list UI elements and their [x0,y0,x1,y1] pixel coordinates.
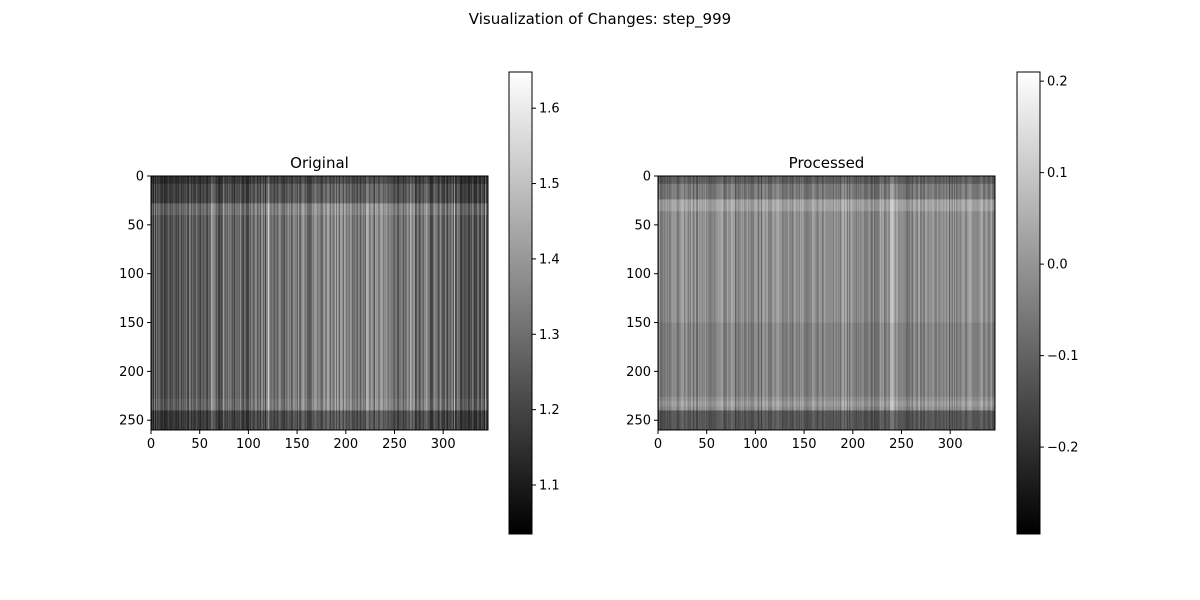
axes-title: Original [290,154,349,172]
x-tick-label: 100 [743,437,768,452]
colorbar-tick-label: 0.0 [1047,258,1068,273]
x-tick-label: 50 [191,437,208,452]
x-tick-label: 0 [147,437,155,452]
heatmap-image [658,176,996,430]
x-tick-label: 50 [698,437,715,452]
colorbar-tick-label: −0.1 [1047,349,1079,364]
panel-original: Original 0 50 100 150 200 250 300 0 50 100 150 200 25… [119,71,560,535]
colorbar-tick-label: 1.6 [539,102,560,117]
x-tick-label: 300 [938,437,963,452]
axes-frame [150,175,489,431]
x-tick-label: 150 [792,437,817,452]
y-tick-label: 250 [119,414,144,429]
panel-processed: Processed 0 50 100 150 200 250 300 0 50 100 150 200 2… [626,71,1079,535]
colorbar [1016,71,1041,535]
colorbar [508,71,533,535]
colorbar-tick-label: 0.1 [1047,166,1068,181]
heatmap-image [151,176,489,430]
figure-title: Visualization of Changes: step_999 [469,10,731,29]
y-tick-label: 100 [119,267,144,282]
y-tick-label: 50 [634,218,651,233]
colorbar-tick-label: 1.3 [539,328,560,343]
y-tick-label: 150 [119,316,144,331]
y-tick-label: 100 [626,267,651,282]
y-tick-label: 250 [626,414,651,429]
y-tick-label: 200 [626,365,651,380]
axes-title: Processed [789,154,865,172]
panels: Original 0 50 100 150 200 250 300 0 50 100 150 200 25… [119,71,1079,535]
x-tick-label: 100 [236,437,261,452]
x-tick-label: 0 [654,437,662,452]
y-tick-label: 0 [643,170,651,185]
y-tick-label: 150 [626,316,651,331]
colorbar-tick-label: 0.2 [1047,75,1068,90]
y-tick-label: 0 [136,170,144,185]
colorbar-tick-label: 1.1 [539,479,560,494]
colorbar-tick-label: 1.2 [539,403,560,418]
colorbar-tick-label: −0.2 [1047,441,1079,456]
x-tick-label: 300 [431,437,456,452]
x-tick-label: 250 [382,437,407,452]
x-tick-label: 150 [285,437,310,452]
x-tick-label: 250 [889,437,914,452]
y-tick-label: 200 [119,365,144,380]
axes-frame [657,175,996,431]
x-tick-label: 200 [840,437,865,452]
colorbar-tick-label: 1.5 [539,177,560,192]
colorbar-tick-label: 1.4 [539,252,560,267]
x-tick-label: 200 [333,437,358,452]
y-tick-label: 50 [127,218,144,233]
